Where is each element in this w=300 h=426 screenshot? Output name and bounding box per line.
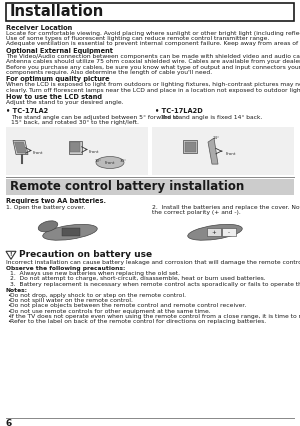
Text: How to use the LCD stand: How to use the LCD stand — [6, 94, 102, 100]
Text: •: • — [7, 298, 10, 303]
Polygon shape — [208, 138, 218, 164]
Ellipse shape — [43, 225, 97, 240]
Text: The stand angle is fixed 14° back.: The stand angle is fixed 14° back. — [160, 115, 262, 120]
Text: Before you purchase any cables, be sure you know what type of output and input c: Before you purchase any cables, be sure … — [6, 64, 300, 69]
Text: For optimum quality picture: For optimum quality picture — [6, 76, 109, 82]
Text: Installation: Installation — [10, 5, 104, 20]
Text: • TC-17LA2D: • TC-17LA2D — [155, 108, 203, 114]
Ellipse shape — [38, 221, 58, 232]
Text: If the TV does not operate even when using the remote control from a close range: If the TV does not operate even when usi… — [10, 314, 300, 319]
Text: clearly. Turn off florescent lamps near the LCD and place in a location not expo: clearly. Turn off florescent lamps near … — [6, 88, 300, 92]
Text: 15° back, and rotated 30° to the right/left.: 15° back, and rotated 30° to the right/l… — [11, 120, 139, 125]
Bar — [207, 228, 221, 236]
Text: 2.  Do not attempt to charge, short-circuit, disassemble, heat or burn used batt: 2. Do not attempt to charge, short-circu… — [10, 276, 266, 282]
Bar — [222, 228, 236, 236]
Text: !: ! — [10, 252, 12, 257]
Bar — [6, 127, 148, 175]
Text: components require. Also determine the length of cable you'll need.: components require. Also determine the l… — [6, 70, 212, 75]
Bar — [62, 228, 80, 236]
Text: Do not spill water on the remote control.: Do not spill water on the remote control… — [10, 298, 133, 303]
Text: 30°: 30° — [120, 159, 127, 164]
Polygon shape — [13, 141, 28, 155]
Text: •: • — [7, 314, 10, 319]
Text: Locate for comfortable viewing. Avoid placing where sunlight or other bright lig: Locate for comfortable viewing. Avoid pl… — [6, 31, 300, 36]
Text: Precaution on battery use: Precaution on battery use — [19, 250, 152, 259]
Ellipse shape — [188, 225, 242, 240]
Text: 14°: 14° — [213, 136, 220, 140]
Text: Do not use remote controls for other equipment at the same time.: Do not use remote controls for other equ… — [10, 308, 211, 314]
Text: Antenna cables should utilize 75 ohm coaxial shielded wire. Cables are available: Antenna cables should utilize 75 ohm coa… — [6, 59, 300, 64]
Text: +: + — [212, 230, 216, 235]
Text: the correct polarity (+ and -).: the correct polarity (+ and -). — [152, 210, 241, 215]
Polygon shape — [68, 141, 82, 153]
Polygon shape — [14, 142, 26, 153]
Text: Do not drop, apply shock to or step on the remote control.: Do not drop, apply shock to or step on t… — [10, 293, 186, 298]
Text: •: • — [7, 319, 10, 324]
Text: Adjust the stand to your desired angle.: Adjust the stand to your desired angle. — [6, 100, 124, 105]
Text: 2.  Install the batteries and replace the cover. Note: 2. Install the batteries and replace the… — [152, 205, 300, 210]
Text: Observe the following precautions:: Observe the following precautions: — [6, 266, 125, 271]
Text: 1. Open the battery cover.: 1. Open the battery cover. — [6, 205, 85, 210]
Text: • TC-17LA2: • TC-17LA2 — [6, 108, 48, 114]
Text: Front: Front — [89, 150, 100, 154]
Text: 1.  Always use new batteries when replacing the old set.: 1. Always use new batteries when replaci… — [10, 271, 180, 276]
Text: The Video/Audio connection between components can be made with shielded video an: The Video/Audio connection between compo… — [6, 54, 300, 59]
Text: •: • — [7, 293, 10, 298]
Text: Refer to the label on back of the remote control for directions on replacing bat: Refer to the label on back of the remote… — [10, 319, 266, 324]
Polygon shape — [70, 142, 80, 152]
Text: •: • — [7, 308, 10, 314]
Text: Remote control battery installation: Remote control battery installation — [10, 180, 244, 193]
Text: Optional External Equipment: Optional External Equipment — [6, 48, 113, 54]
Text: Incorrect installation can cause battery leakage and corrosion that will damage : Incorrect installation can cause battery… — [6, 260, 300, 265]
Bar — [152, 127, 294, 175]
Polygon shape — [184, 141, 196, 152]
Text: •: • — [7, 303, 10, 308]
Text: Front: Front — [33, 151, 44, 155]
Text: Front: Front — [105, 161, 115, 165]
Text: When the LCD is exposed to light from outdoors or lighting fixtures, high-contra: When the LCD is exposed to light from ou… — [6, 82, 300, 87]
Ellipse shape — [96, 156, 124, 169]
Text: -: - — [228, 230, 230, 235]
Text: The stand angle can be adjusted between 5° forward to: The stand angle can be adjusted between … — [11, 115, 179, 120]
Bar — [6, 3, 294, 21]
Polygon shape — [6, 251, 16, 259]
Text: Notes:: Notes: — [6, 288, 28, 293]
Text: Use of some types of fluorescent lighting can reduce remote control transmitter : Use of some types of fluorescent lightin… — [6, 36, 269, 41]
Bar — [6, 179, 294, 195]
Text: Do not place objects between the remote control and remote control receiver.: Do not place objects between the remote … — [10, 303, 246, 308]
Polygon shape — [183, 140, 197, 153]
Text: 30°: 30° — [95, 159, 102, 164]
Text: Adequate ventilation is essential to prevent internal component failure. Keep aw: Adequate ventilation is essential to pre… — [6, 41, 300, 46]
Text: 3.  Battery replacement is necessary when remote control acts sporadically or fa: 3. Battery replacement is necessary when… — [10, 282, 300, 287]
Text: Front: Front — [226, 152, 236, 155]
Text: 6: 6 — [6, 419, 12, 426]
Text: Requires two AA batteries.: Requires two AA batteries. — [6, 198, 106, 204]
Text: Receiver Location: Receiver Location — [6, 25, 72, 31]
